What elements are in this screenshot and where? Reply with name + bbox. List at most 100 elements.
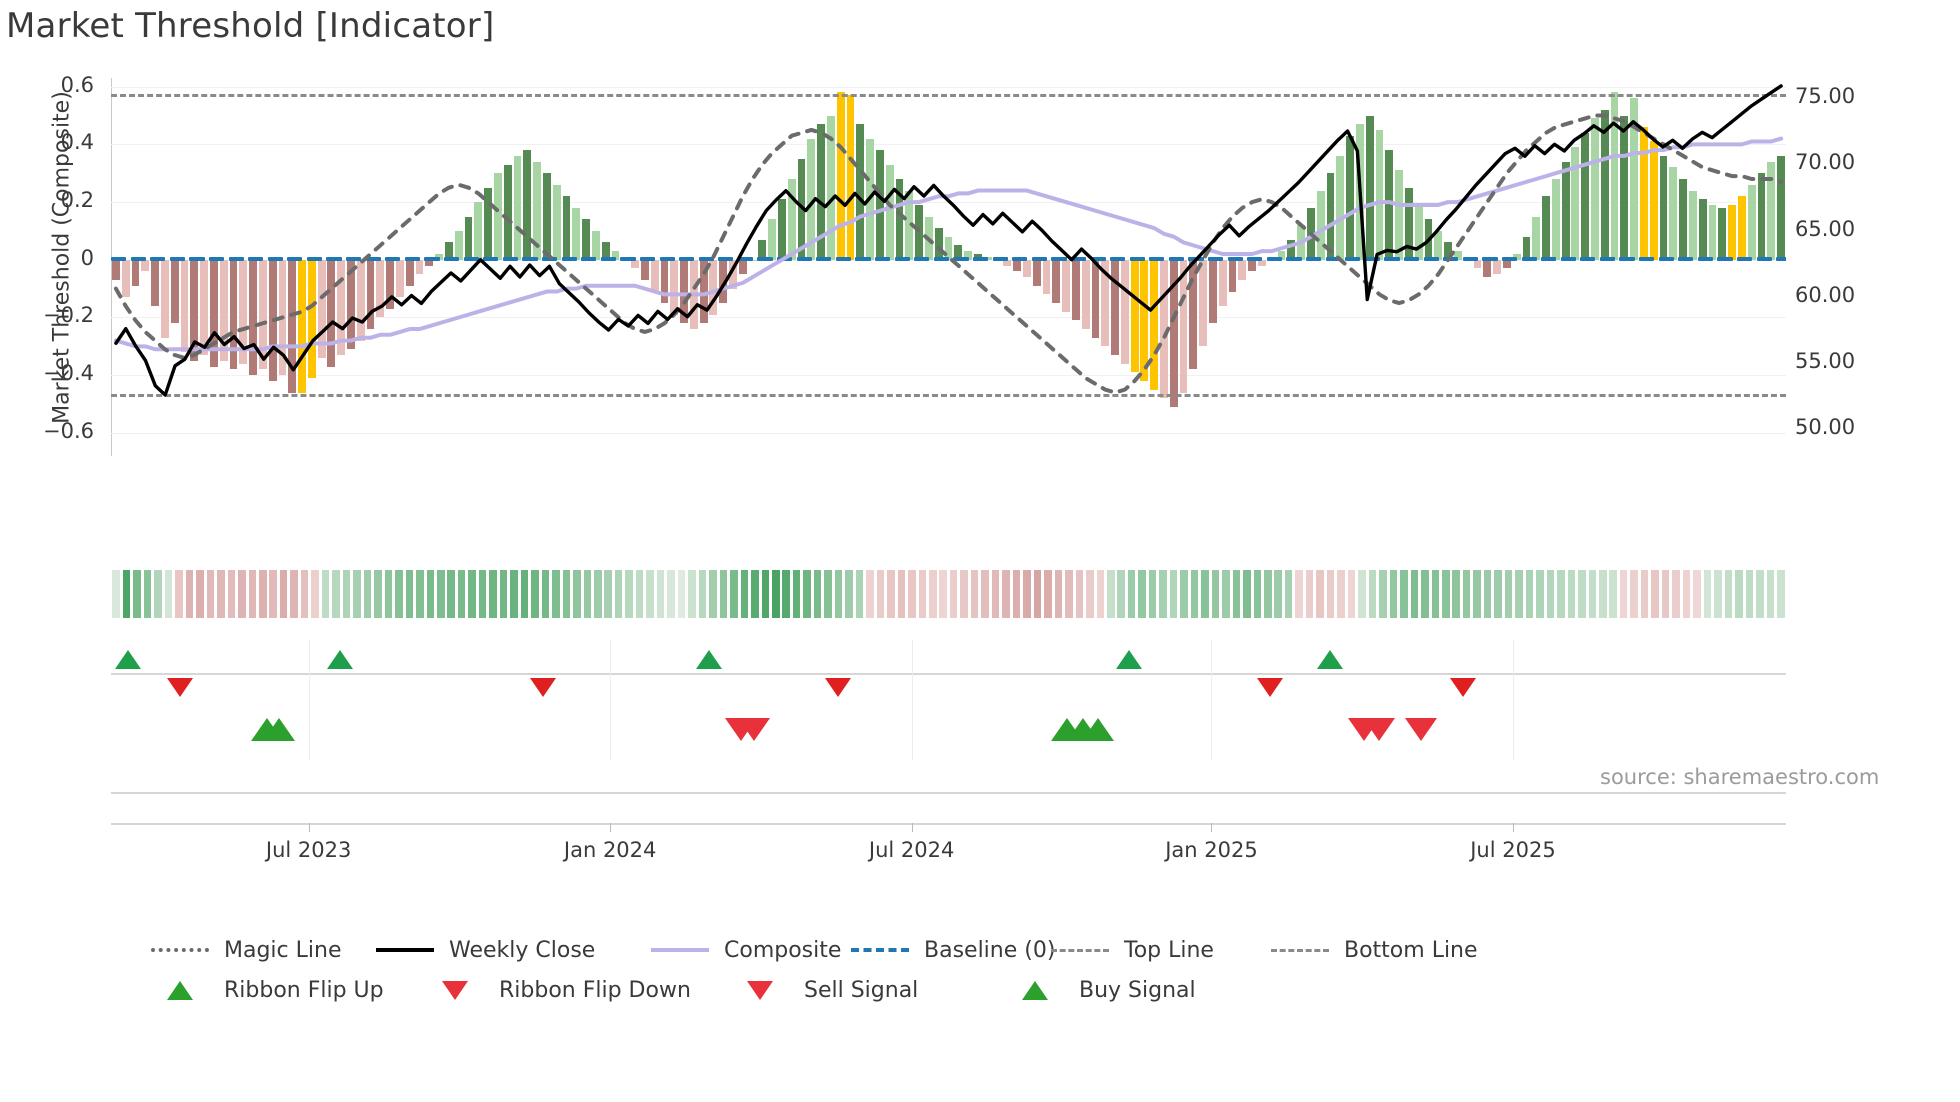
- ribbon-cell: [468, 570, 476, 618]
- legend-item-ribbon-flip-up[interactable]: Ribbon Flip Up: [150, 978, 425, 1003]
- ribbon-flip-down-marker[interactable]: [1449, 678, 1476, 697]
- baseline-segment: [679, 256, 695, 261]
- baseline-segment: [561, 256, 577, 261]
- x-tick-3: Jan 2025: [1165, 838, 1258, 862]
- gridline-5: [111, 375, 1786, 377]
- x-tick-mark-4: [1512, 823, 1514, 832]
- ribbon-cell: [824, 570, 832, 618]
- legend-item-buy-signal[interactable]: Buy Signal: [1005, 978, 1265, 1003]
- ribbon-flip-up-marker[interactable]: [1116, 650, 1143, 669]
- threshold-bar: [885, 164, 894, 260]
- threshold-bar: [337, 259, 346, 355]
- threshold-bar: [1395, 170, 1403, 260]
- line-overlay: [113, 84, 1784, 397]
- ribbon-cell: [614, 570, 623, 618]
- ribbon-cell: [1776, 570, 1785, 618]
- threshold-bar: [190, 259, 199, 361]
- baseline-segment: [130, 256, 146, 261]
- x-tick-mark-3: [1211, 823, 1213, 832]
- ribbon-cell: [981, 570, 989, 618]
- ribbon-flip-down-marker[interactable]: [1257, 678, 1284, 697]
- legend-item-composite[interactable]: Composite: [650, 938, 850, 963]
- sell-signal-marker[interactable]: [738, 718, 771, 741]
- ribbon-cell: [1609, 570, 1618, 618]
- legend-row-signals: Ribbon Flip Up Ribbon Flip Down Sell Signa…: [150, 970, 1850, 1010]
- sell-signal-marker[interactable]: [1404, 718, 1437, 741]
- sell-signal-marker[interactable]: [1362, 718, 1395, 741]
- threshold-bar: [1130, 259, 1139, 373]
- threshold-bar: [836, 92, 845, 260]
- legend-item-top-line[interactable]: Top Line: [1050, 938, 1270, 963]
- ribbon-cell: [709, 570, 717, 618]
- legend-item-sell-signal[interactable]: Sell Signal: [730, 978, 1005, 1003]
- ribbon-cell: [1305, 570, 1314, 618]
- legend-item-baseline-0[interactable]: Baseline (0): [850, 938, 1055, 963]
- baseline-segment: [1051, 256, 1067, 261]
- gridline-6: [111, 432, 1786, 434]
- ribbon-cell: [1693, 570, 1701, 618]
- baseline-segment: [972, 256, 989, 261]
- legend-item-ribbon-flip-down[interactable]: Ribbon Flip Down: [425, 978, 730, 1003]
- threshold-bar: [1179, 259, 1188, 393]
- threshold-bar: [1698, 199, 1707, 260]
- ribbon-flip-down-marker[interactable]: [166, 678, 193, 697]
- threshold-bar: [797, 158, 806, 260]
- ribbon-cell: [667, 570, 675, 618]
- threshold-bar: [1551, 178, 1560, 260]
- ribbon-flip-up-marker[interactable]: [114, 650, 141, 669]
- baseline-segment: [639, 256, 656, 261]
- ribbon-cell: [970, 570, 979, 618]
- ribbon-cell: [457, 570, 466, 618]
- dotted-line-swatch: [150, 939, 210, 961]
- threshold-bar: [1101, 259, 1110, 347]
- ribbon-cell: [154, 570, 162, 618]
- ribbon-cell: [1536, 570, 1544, 618]
- threshold-bar: [572, 207, 581, 260]
- baseline-segment: [463, 256, 479, 261]
- threshold-bar: [915, 204, 924, 260]
- ribbon-cell: [1169, 570, 1178, 618]
- ribbon-cell: [918, 570, 927, 618]
- ribbon-cell: [604, 570, 613, 618]
- ribbon-cell: [1096, 570, 1105, 618]
- ribbon-cell: [416, 570, 424, 618]
- baseline-segment: [855, 256, 871, 261]
- threshold-bar: [111, 259, 120, 280]
- ribbon-cell: [1054, 570, 1063, 618]
- ribbon-flip-down-marker[interactable]: [824, 678, 851, 697]
- baseline-segment: [1208, 256, 1224, 261]
- ribbon-cell: [353, 570, 361, 618]
- threshold-bar: [386, 259, 395, 309]
- ribbon-cell: [112, 570, 120, 618]
- ribbon-cell: [1525, 570, 1534, 618]
- ribbon-flip-up-marker[interactable]: [695, 650, 722, 669]
- ribbon-cell: [897, 570, 906, 618]
- ribbon-flip-up-marker[interactable]: [327, 650, 354, 669]
- threshold-bar: [1365, 115, 1374, 260]
- ribbon-flip-up-marker[interactable]: [1317, 650, 1344, 669]
- threshold-bar: [768, 219, 777, 260]
- ribbon-cell: [1515, 570, 1523, 618]
- threshold-bar: [1189, 259, 1198, 370]
- threshold-bar: [1561, 161, 1570, 260]
- buy-signal-marker[interactable]: [262, 718, 295, 741]
- baseline-segment: [1639, 256, 1655, 261]
- threshold-bar: [1091, 259, 1100, 338]
- magic-line: [113, 113, 1784, 395]
- ribbon-cell: [594, 570, 602, 618]
- ribbon-cell: [908, 570, 916, 618]
- legend-row-primary: Magic Line Weekly Close Composite Baseline …: [150, 930, 1850, 970]
- legend-item-bottom-line[interactable]: Bottom Line: [1270, 938, 1500, 963]
- threshold-bar: [1258, 259, 1266, 266]
- legend-item-weekly-close[interactable]: Weekly Close: [375, 938, 650, 963]
- ribbon-cell: [1410, 570, 1419, 618]
- ribbon-flip-down-marker[interactable]: [530, 678, 557, 697]
- legend-item-magic-line[interactable]: Magic Line: [150, 938, 375, 963]
- threshold-bar: [699, 259, 708, 324]
- ribbon-cell: [803, 570, 811, 618]
- ribbon-cell: [1599, 570, 1607, 618]
- threshold-bar: [307, 259, 316, 379]
- buy-signal-marker[interactable]: [1081, 718, 1114, 741]
- legend-label: Ribbon Flip Down: [499, 977, 691, 1003]
- baseline-segment: [914, 256, 930, 261]
